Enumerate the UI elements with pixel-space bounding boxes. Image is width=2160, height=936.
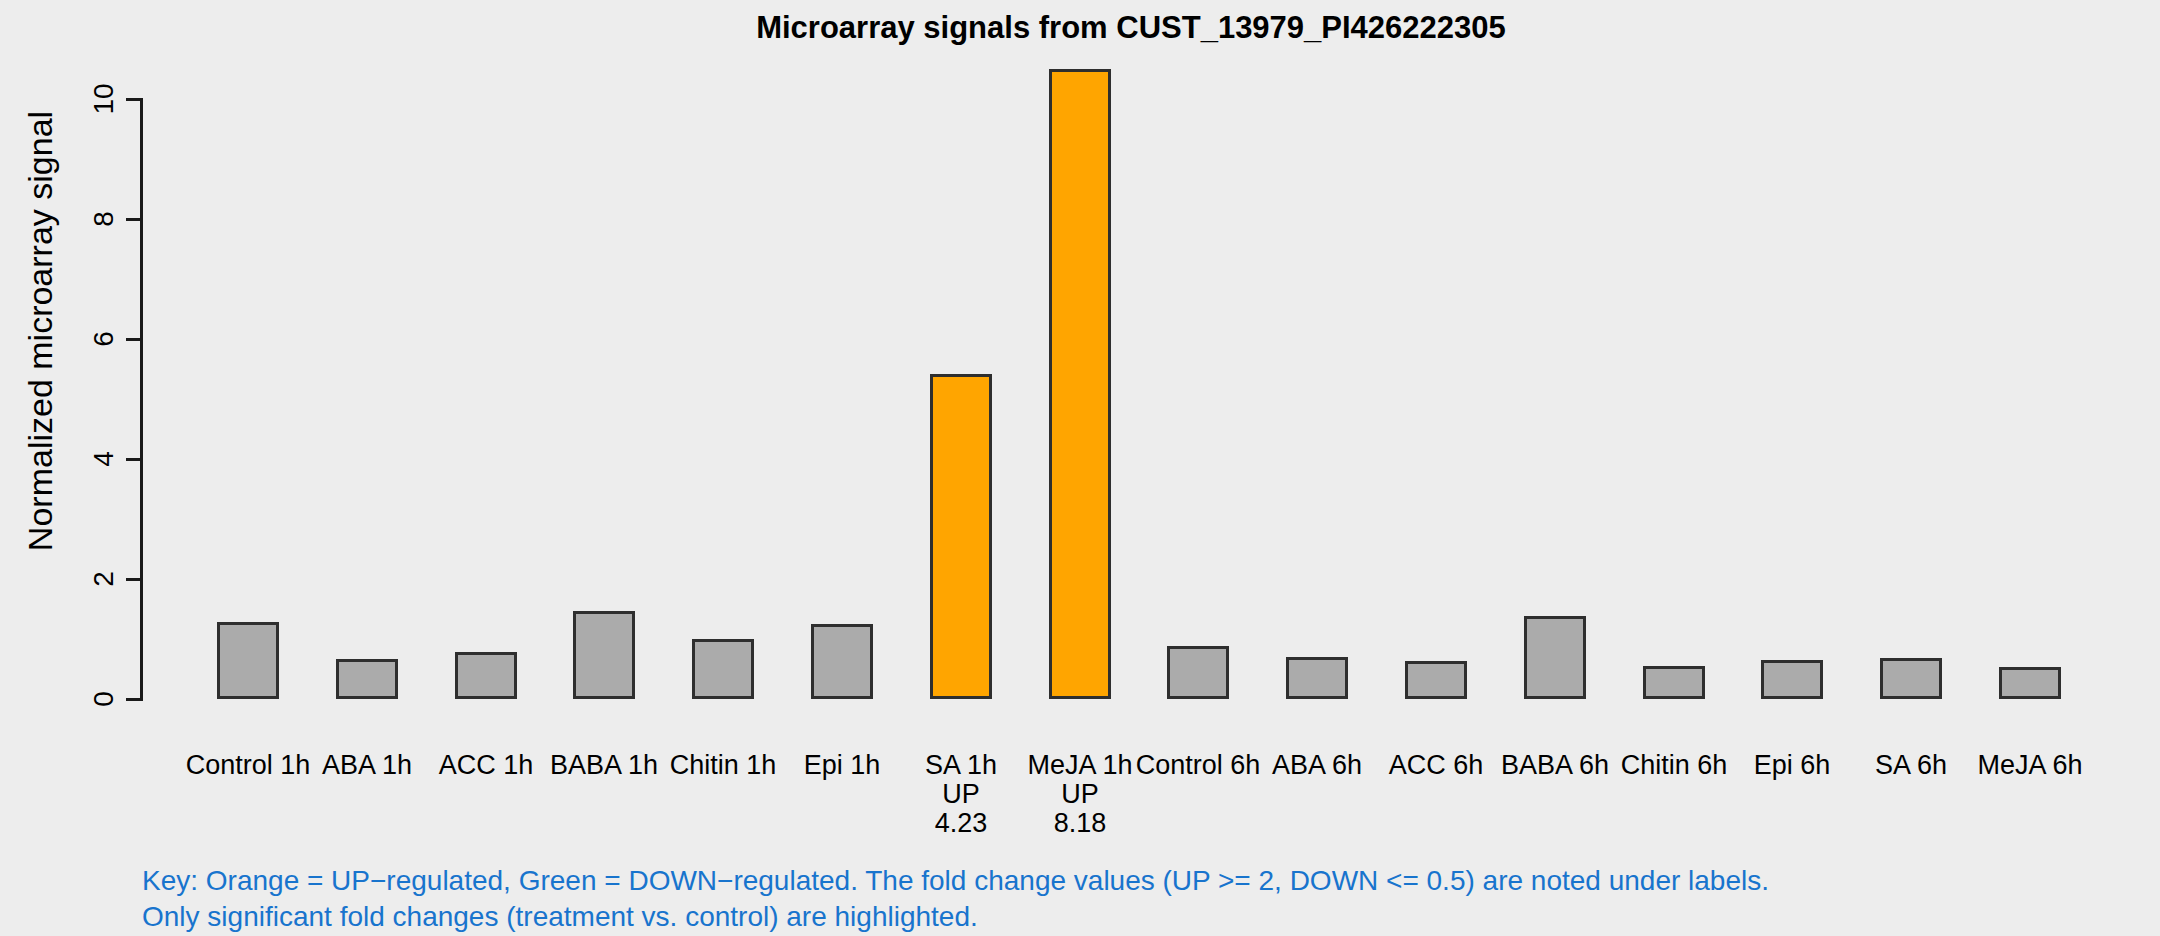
bar-aba-1h — [336, 659, 398, 699]
y-axis-title: Normalized microarray signal — [19, 0, 61, 681]
y-axis-line — [140, 98, 143, 701]
bar-meja-6h — [1999, 667, 2061, 699]
bar-sa-1h — [930, 374, 992, 699]
key-text-line-2: Only significant fold changes (treatment… — [142, 900, 978, 934]
y-axis-tick-label: 4 — [89, 427, 119, 491]
chart-title: Microarray signals from CUST_13979_PI426… — [141, 10, 2121, 46]
y-axis-tick-label: 6 — [89, 307, 119, 371]
y-axis-tick-label: 10 — [89, 67, 119, 131]
bar-acc-6h — [1405, 661, 1467, 699]
x-axis-label-meja-6h: MeJA 6h — [1945, 751, 2115, 780]
bar-aba-6h — [1286, 657, 1348, 699]
bar-control-1h — [217, 622, 279, 699]
key-text-line-1: Key: Orange = UP−regulated, Green = DOWN… — [142, 864, 1769, 898]
y-axis-tick-label: 2 — [89, 547, 119, 611]
bar-meja-1h — [1049, 69, 1111, 699]
bar-sa-6h — [1880, 658, 1942, 699]
y-axis-tick — [126, 338, 141, 341]
y-axis-tick-label: 0 — [89, 667, 119, 731]
bar-chart: Microarray signals from CUST_13979_PI426… — [0, 0, 2160, 936]
bar-control-6h — [1167, 646, 1229, 699]
bar-baba-6h — [1524, 616, 1586, 699]
y-axis-tick — [126, 578, 141, 581]
bar-chitin-6h — [1643, 666, 1705, 699]
bar-baba-1h — [573, 611, 635, 699]
y-axis-tick — [126, 218, 141, 221]
bar-epi-6h — [1761, 660, 1823, 699]
bar-epi-1h — [811, 624, 873, 699]
bar-acc-1h — [455, 652, 517, 699]
y-axis-tick — [126, 458, 141, 461]
bar-chitin-1h — [692, 639, 754, 699]
y-axis-tick — [126, 698, 141, 701]
y-axis-tick-label: 8 — [89, 187, 119, 251]
y-axis-tick — [126, 98, 141, 101]
